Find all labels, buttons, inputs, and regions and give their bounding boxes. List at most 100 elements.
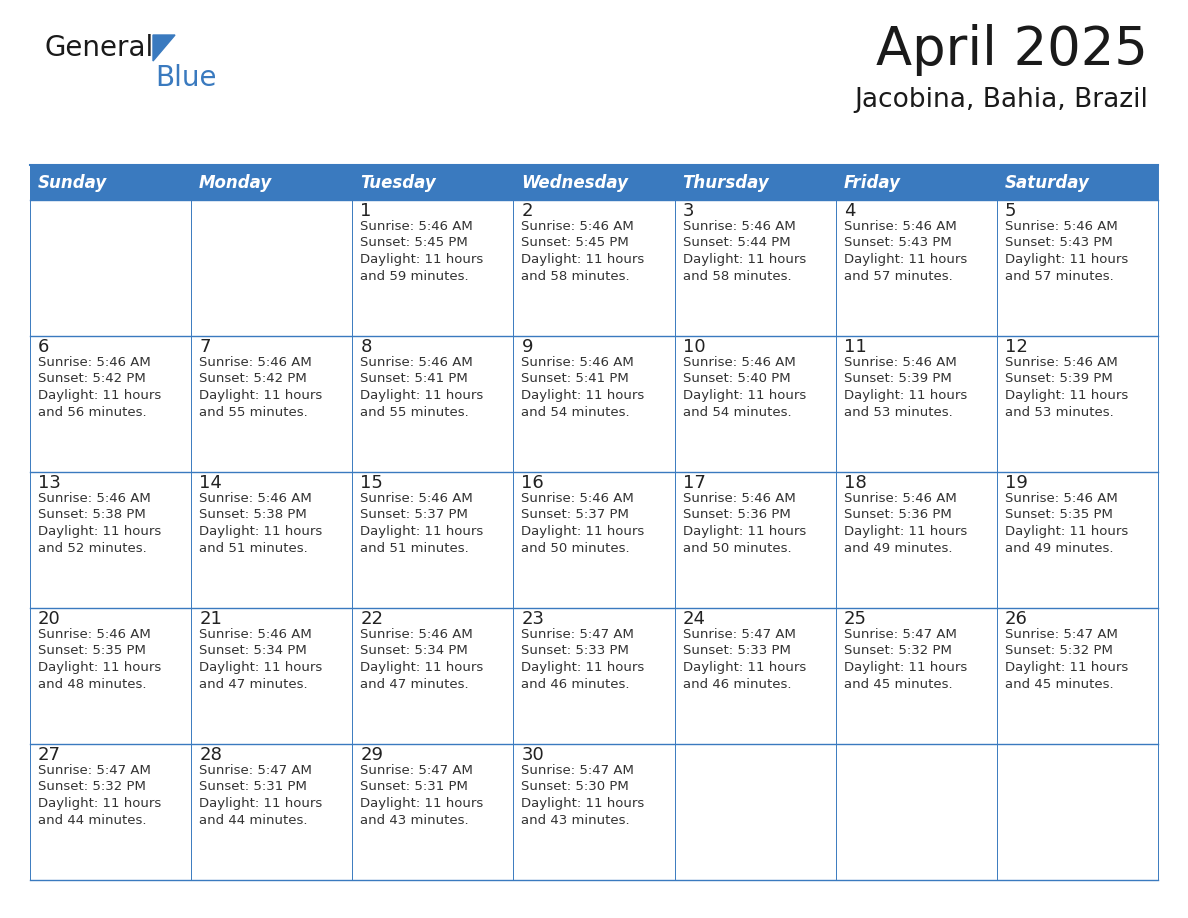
Text: 22: 22 [360, 610, 384, 628]
Text: Sunrise: 5:46 AM: Sunrise: 5:46 AM [360, 219, 473, 232]
Text: and 48 minutes.: and 48 minutes. [38, 678, 146, 691]
Text: 18: 18 [843, 474, 866, 492]
Text: Sunset: 5:33 PM: Sunset: 5:33 PM [522, 644, 630, 657]
Bar [835, 744, 997, 880]
Bar [353, 200, 513, 336]
Bar [191, 744, 353, 880]
Text: Daylight: 11 hours: Daylight: 11 hours [522, 253, 645, 266]
Bar [675, 744, 835, 880]
Bar [353, 165, 513, 200]
Bar [835, 608, 997, 744]
Text: and 59 minutes.: and 59 minutes. [360, 271, 469, 284]
Text: Sunrise: 5:46 AM: Sunrise: 5:46 AM [843, 355, 956, 368]
Text: Sunset: 5:31 PM: Sunset: 5:31 PM [200, 780, 307, 793]
Text: Sunrise: 5:46 AM: Sunrise: 5:46 AM [200, 491, 312, 505]
Text: Daylight: 11 hours: Daylight: 11 hours [683, 525, 805, 539]
Text: 13: 13 [38, 474, 61, 492]
Text: and 56 minutes.: and 56 minutes. [38, 407, 146, 420]
Text: 2: 2 [522, 202, 533, 220]
Text: and 50 minutes.: and 50 minutes. [522, 543, 630, 555]
Text: Sunset: 5:32 PM: Sunset: 5:32 PM [38, 780, 146, 793]
Text: Sunset: 5:43 PM: Sunset: 5:43 PM [843, 237, 952, 250]
Text: Thursday: Thursday [683, 174, 770, 192]
Text: Daylight: 11 hours: Daylight: 11 hours [1005, 253, 1129, 266]
Text: Daylight: 11 hours: Daylight: 11 hours [200, 389, 322, 402]
Text: 8: 8 [360, 338, 372, 356]
Text: 29: 29 [360, 746, 384, 764]
Text: Sunrise: 5:46 AM: Sunrise: 5:46 AM [38, 491, 151, 505]
Text: Friday: Friday [843, 174, 901, 192]
Bar [30, 200, 191, 336]
Bar [675, 472, 835, 608]
Text: Sunset: 5:37 PM: Sunset: 5:37 PM [360, 509, 468, 521]
Text: Daylight: 11 hours: Daylight: 11 hours [360, 662, 484, 675]
Text: and 52 minutes.: and 52 minutes. [38, 543, 147, 555]
Text: Daylight: 11 hours: Daylight: 11 hours [360, 798, 484, 811]
Text: Daylight: 11 hours: Daylight: 11 hours [522, 662, 645, 675]
Text: Daylight: 11 hours: Daylight: 11 hours [522, 389, 645, 402]
Text: Sunrise: 5:46 AM: Sunrise: 5:46 AM [843, 491, 956, 505]
Text: 11: 11 [843, 338, 866, 356]
Bar [997, 165, 1158, 200]
Text: 27: 27 [38, 746, 61, 764]
Bar [353, 608, 513, 744]
Text: Sunset: 5:39 PM: Sunset: 5:39 PM [1005, 373, 1113, 386]
Bar [30, 165, 191, 200]
Text: 30: 30 [522, 746, 544, 764]
Text: and 49 minutes.: and 49 minutes. [843, 543, 953, 555]
Text: 9: 9 [522, 338, 533, 356]
Text: Sunrise: 5:46 AM: Sunrise: 5:46 AM [843, 219, 956, 232]
Text: and 53 minutes.: and 53 minutes. [1005, 407, 1113, 420]
Text: 12: 12 [1005, 338, 1028, 356]
Text: and 49 minutes.: and 49 minutes. [1005, 543, 1113, 555]
Text: Sunset: 5:34 PM: Sunset: 5:34 PM [200, 644, 307, 657]
Bar [835, 336, 997, 472]
Bar [513, 200, 675, 336]
Text: Sunset: 5:30 PM: Sunset: 5:30 PM [522, 780, 630, 793]
Text: Daylight: 11 hours: Daylight: 11 hours [200, 525, 322, 539]
Text: and 44 minutes.: and 44 minutes. [38, 814, 146, 827]
Text: Sunrise: 5:47 AM: Sunrise: 5:47 AM [522, 628, 634, 641]
Text: and 54 minutes.: and 54 minutes. [522, 407, 630, 420]
Bar [675, 165, 835, 200]
Text: 23: 23 [522, 610, 544, 628]
Text: Sunrise: 5:46 AM: Sunrise: 5:46 AM [522, 491, 634, 505]
Text: 26: 26 [1005, 610, 1028, 628]
Text: 25: 25 [843, 610, 867, 628]
Text: 24: 24 [683, 610, 706, 628]
Text: and 57 minutes.: and 57 minutes. [843, 271, 953, 284]
Text: 17: 17 [683, 474, 706, 492]
Text: Daylight: 11 hours: Daylight: 11 hours [360, 253, 484, 266]
Bar [30, 744, 191, 880]
Text: Sunrise: 5:46 AM: Sunrise: 5:46 AM [38, 628, 151, 641]
Text: and 55 minutes.: and 55 minutes. [200, 407, 308, 420]
Text: Sunset: 5:31 PM: Sunset: 5:31 PM [360, 780, 468, 793]
Text: Sunrise: 5:46 AM: Sunrise: 5:46 AM [683, 491, 795, 505]
Text: Sunrise: 5:46 AM: Sunrise: 5:46 AM [683, 355, 795, 368]
Text: and 53 minutes.: and 53 minutes. [843, 407, 953, 420]
Text: Sunset: 5:32 PM: Sunset: 5:32 PM [843, 644, 952, 657]
Text: Sunrise: 5:46 AM: Sunrise: 5:46 AM [360, 355, 473, 368]
Text: and 46 minutes.: and 46 minutes. [683, 678, 791, 691]
Text: 1: 1 [360, 202, 372, 220]
Text: Sunset: 5:40 PM: Sunset: 5:40 PM [683, 373, 790, 386]
Bar [353, 472, 513, 608]
Text: Daylight: 11 hours: Daylight: 11 hours [683, 253, 805, 266]
Text: and 45 minutes.: and 45 minutes. [843, 678, 953, 691]
Bar [997, 200, 1158, 336]
Text: Tuesday: Tuesday [360, 174, 436, 192]
Text: Daylight: 11 hours: Daylight: 11 hours [38, 525, 162, 539]
Bar [191, 608, 353, 744]
Bar [191, 336, 353, 472]
Text: Sunrise: 5:46 AM: Sunrise: 5:46 AM [1005, 491, 1118, 505]
Text: Jacobina, Bahia, Brazil: Jacobina, Bahia, Brazil [854, 87, 1148, 113]
Bar [835, 200, 997, 336]
Text: 10: 10 [683, 338, 706, 356]
Text: 5: 5 [1005, 202, 1017, 220]
Text: and 44 minutes.: and 44 minutes. [200, 814, 308, 827]
Text: and 46 minutes.: and 46 minutes. [522, 678, 630, 691]
Text: Sunrise: 5:46 AM: Sunrise: 5:46 AM [200, 628, 312, 641]
Text: Sunset: 5:42 PM: Sunset: 5:42 PM [200, 373, 307, 386]
Text: Daylight: 11 hours: Daylight: 11 hours [843, 253, 967, 266]
Text: Sunset: 5:45 PM: Sunset: 5:45 PM [360, 237, 468, 250]
